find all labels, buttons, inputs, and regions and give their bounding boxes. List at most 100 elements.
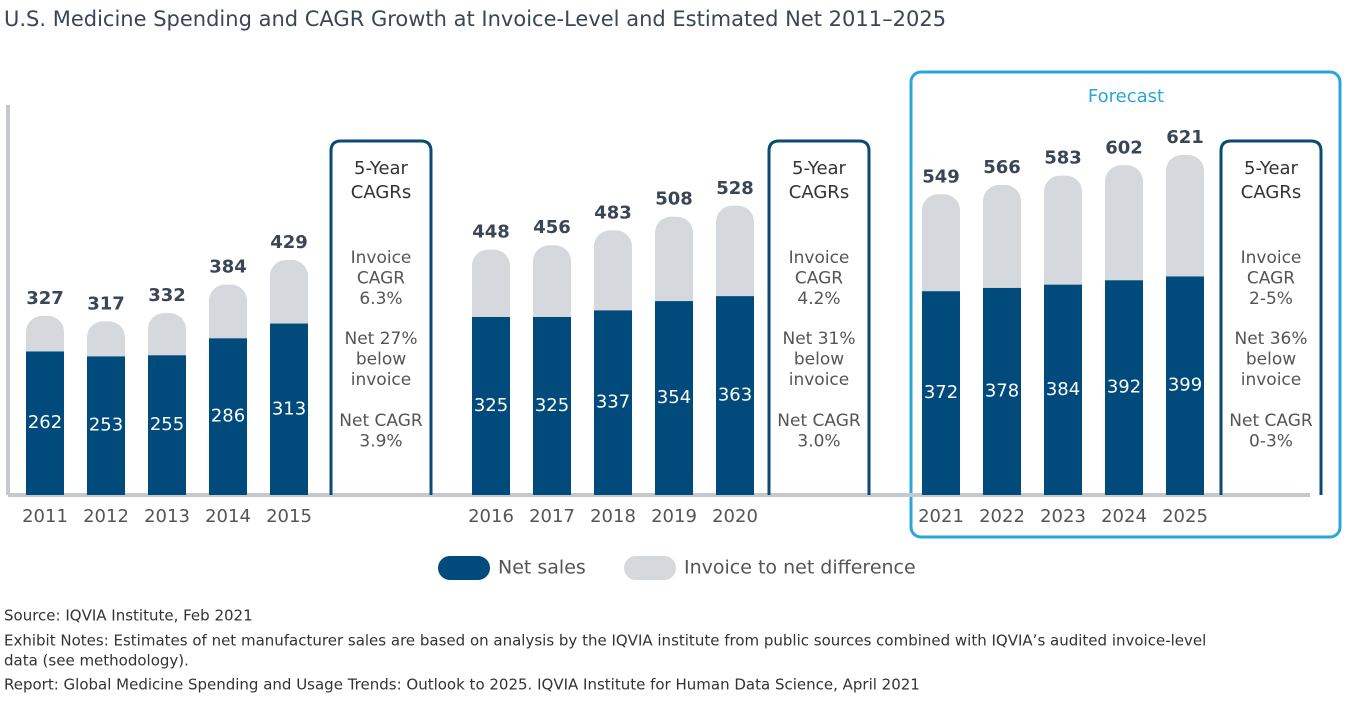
footnote: Exhibit Notes: Estimates of net manufact…: [4, 632, 1206, 650]
net-label: 384: [1046, 379, 1080, 400]
total-label: 602: [1105, 137, 1143, 158]
legend-swatch: [438, 556, 490, 580]
net-bar: [1044, 284, 1082, 495]
cagr-title: CAGRs: [351, 182, 411, 203]
footnote: Report: Global Medicine Spending and Usa…: [4, 676, 920, 694]
cagr-text: Net 27%: [344, 329, 417, 349]
net-bar: [716, 296, 754, 495]
net-label: 392: [1107, 377, 1141, 398]
footnote: data (see methodology).: [4, 652, 189, 670]
cagr-text: CAGR: [795, 269, 843, 289]
cagr-text: Net CAGR: [339, 411, 423, 431]
total-label: 332: [148, 285, 186, 306]
total-label: 429: [270, 232, 308, 253]
x-tick-label: 2022: [979, 506, 1025, 527]
net-bar: [1166, 276, 1204, 495]
cagr-text: Invoice: [789, 248, 850, 268]
legend-label: Net sales: [498, 557, 586, 579]
net-bar: [655, 301, 693, 495]
x-tick-label: 2025: [1162, 506, 1208, 527]
x-tick-label: 2024: [1101, 506, 1147, 527]
cagr-text: 3.9%: [359, 432, 402, 452]
net-bar: [594, 310, 632, 495]
total-label: 583: [1044, 148, 1082, 169]
cagr-text: below: [794, 350, 844, 370]
net-label: 262: [28, 412, 62, 433]
total-label: 327: [26, 288, 64, 309]
x-tick-label: 2017: [529, 506, 575, 527]
x-tick-label: 2018: [590, 506, 636, 527]
total-label: 448: [472, 222, 510, 243]
cagr-text: Net 36%: [1234, 329, 1307, 349]
cagr-text: invoice: [351, 370, 412, 390]
x-tick-label: 2016: [468, 506, 514, 527]
cagr-text: 0-3%: [1249, 432, 1293, 452]
total-label: 508: [655, 189, 693, 210]
net-label: 337: [596, 392, 630, 413]
net-bar: [270, 323, 308, 495]
cagr-text: invoice: [1241, 370, 1302, 390]
net-bar: [922, 291, 960, 495]
total-label: 483: [594, 202, 632, 223]
cagr-text: below: [1246, 350, 1296, 370]
cagr-title: CAGRs: [789, 182, 849, 203]
cagr-text: Invoice: [1241, 248, 1302, 268]
net-bar: [209, 338, 247, 495]
net-bar: [26, 351, 64, 495]
cagr-text: Net CAGR: [1229, 411, 1313, 431]
total-label: 528: [716, 178, 754, 199]
net-bar: [1105, 280, 1143, 495]
x-tick-label: 2015: [266, 506, 312, 527]
net-label: 399: [1168, 375, 1202, 396]
net-bar: [148, 355, 186, 495]
net-label: 354: [657, 387, 691, 408]
x-tick-label: 2011: [22, 506, 68, 527]
legend-label: Invoice to net difference: [684, 557, 916, 579]
x-tick-label: 2019: [651, 506, 697, 527]
cagr-box: [1219, 139, 1323, 495]
cagr-title: 5-Year: [792, 158, 847, 179]
net-bar: [983, 287, 1021, 495]
cagr-box: [329, 139, 433, 495]
cagr-box: [767, 139, 871, 495]
total-label: 384: [209, 257, 247, 278]
net-label: 372: [924, 382, 958, 403]
cagr-text: 3.0%: [797, 432, 840, 452]
legend-swatch: [624, 556, 676, 580]
cagr-text: CAGR: [357, 269, 405, 289]
x-tick-label: 2012: [83, 506, 129, 527]
x-tick-label: 2014: [205, 506, 251, 527]
cagr-text: Net 31%: [782, 329, 855, 349]
cagr-text: invoice: [789, 370, 850, 390]
net-label: 313: [272, 398, 306, 419]
net-bar: [472, 316, 510, 495]
cagr-text: 2-5%: [1249, 289, 1293, 309]
cagr-text: CAGR: [1247, 269, 1295, 289]
footnote: Source: IQVIA Institute, Feb 2021: [4, 607, 253, 625]
cagr-text: 6.3%: [359, 289, 402, 309]
net-label: 253: [89, 415, 123, 436]
net-label: 363: [718, 385, 752, 406]
net-label: 325: [535, 395, 569, 416]
x-tick-label: 2023: [1040, 506, 1086, 527]
total-label: 456: [533, 217, 571, 238]
chart-title: U.S. Medicine Spending and CAGR Growth a…: [4, 7, 946, 31]
x-tick-label: 2021: [918, 506, 964, 527]
net-label: 286: [211, 406, 245, 427]
x-tick-label: 2013: [144, 506, 190, 527]
cagr-text: below: [356, 350, 406, 370]
cagr-title: 5-Year: [1244, 158, 1299, 179]
cagr-text: 4.2%: [797, 289, 840, 309]
net-label: 325: [474, 395, 508, 416]
total-label: 317: [87, 293, 125, 314]
cagr-title: CAGRs: [1241, 182, 1301, 203]
net-bar: [87, 356, 125, 495]
x-tick-label: 2020: [712, 506, 758, 527]
forecast-frame: [909, 70, 1342, 539]
cagr-text: Invoice: [351, 248, 412, 268]
net-label: 378: [985, 380, 1019, 401]
forecast-label: Forecast: [1088, 86, 1164, 107]
cagr-text: Net CAGR: [777, 411, 861, 431]
total-label: 566: [983, 157, 1021, 178]
